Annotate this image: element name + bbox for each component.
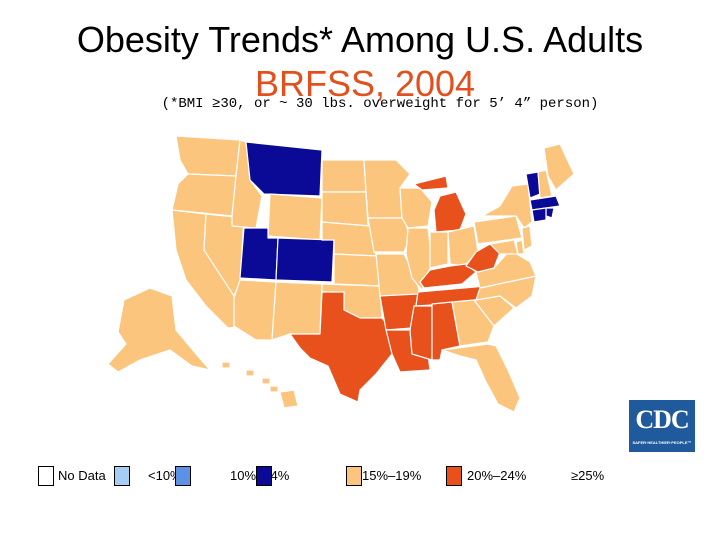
state-nj <box>521 225 533 251</box>
state-az <box>233 279 277 341</box>
state-hi <box>221 361 299 409</box>
state-wy <box>267 193 323 241</box>
state-ia <box>367 217 411 253</box>
map-subtitle: BRFSS, 2004 <box>254 63 476 104</box>
state-mt <box>245 141 323 197</box>
legend-swatch-25-plus <box>446 466 462 486</box>
state-wa <box>175 135 241 177</box>
legend-label-25-plus: ≥25% <box>571 468 605 483</box>
legend-swatch-lt10 <box>114 466 130 486</box>
cdc-logo-text: CDC <box>635 405 689 434</box>
state-ga <box>451 299 495 347</box>
cdc-logo-tagline: SAFER·HEALTHIER·PEOPLE™ <box>632 440 692 445</box>
cdc-logo: CDC SAFER·HEALTHIER·PEOPLE™ <box>629 400 695 452</box>
state-wi <box>399 187 433 229</box>
state-in <box>429 231 449 269</box>
legend-swatch-20-24 <box>346 466 362 486</box>
legend-swatch-15-19 <box>256 466 272 486</box>
state-ak <box>107 287 211 373</box>
legend-label-15-19: 15%–19% <box>362 468 422 483</box>
state-md <box>489 239 519 255</box>
state-me <box>543 143 575 191</box>
state-ct <box>531 207 547 223</box>
map-title: Obesity Trends* Among U.S. Adults <box>76 19 644 60</box>
state-or <box>171 173 237 217</box>
legend-swatch-no-data <box>38 466 54 486</box>
state-ma <box>529 195 561 211</box>
state-nd <box>321 159 367 193</box>
legend-label-no-data: No Data <box>58 468 106 483</box>
state-tx <box>289 291 393 403</box>
state-ri <box>545 207 555 219</box>
state-ms <box>409 305 433 361</box>
legend-label-20-24: 20%–24% <box>467 468 527 483</box>
state-fl <box>441 343 521 413</box>
state-nh <box>537 169 553 199</box>
state-nm <box>271 281 323 341</box>
legend-swatch-10-14 <box>175 466 191 486</box>
legend-label-lt10: <10% <box>148 468 182 483</box>
bmi-footnote: (*BMI ≥30, or ~ 30 lbs. overweight for 5… <box>161 96 599 112</box>
state-ks <box>333 253 381 287</box>
state-pa <box>473 215 523 245</box>
state-co <box>275 237 335 283</box>
state-sd <box>321 191 369 227</box>
